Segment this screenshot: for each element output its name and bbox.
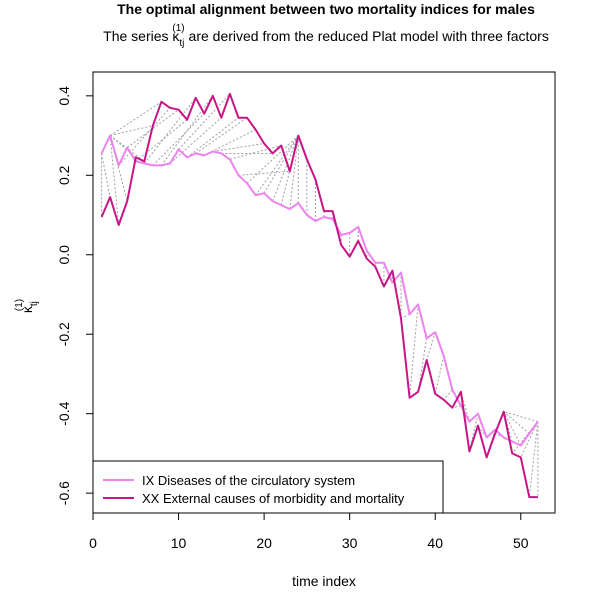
x-tick-label-10: 10 bbox=[171, 535, 187, 551]
series-line-0 bbox=[100, 134, 539, 447]
alignment-line-2 bbox=[109, 135, 120, 226]
alignment-line-58 bbox=[511, 421, 539, 454]
alignment-line-17 bbox=[195, 117, 248, 154]
alignment-line-19 bbox=[212, 143, 265, 152]
legend-label-external: XX External causes of morbidity and mort… bbox=[142, 491, 405, 506]
plot-frame bbox=[92, 71, 556, 514]
alignment-line-59 bbox=[520, 421, 539, 458]
alignment-line-15 bbox=[178, 93, 231, 150]
alignment-line-24 bbox=[255, 135, 299, 196]
alignment-line-21 bbox=[229, 145, 282, 160]
y-tick-label-1: -0.4 bbox=[56, 401, 72, 425]
alignment-line-12 bbox=[152, 113, 205, 166]
alignment-line-14 bbox=[169, 117, 222, 164]
x-tick-label-0: 0 bbox=[89, 535, 97, 551]
alignment-line-16 bbox=[186, 117, 239, 158]
alignment-line-46 bbox=[434, 355, 445, 394]
alignment-line-25 bbox=[263, 135, 299, 194]
y-axis: -0.6 -0.4 -0.2 0.0 0.2 0.4 bbox=[56, 86, 94, 505]
legend: IX Diseases of the circulatory system XX… bbox=[92, 460, 444, 514]
alignment-line-56 bbox=[503, 411, 530, 434]
alignment-line-1 bbox=[101, 153, 111, 198]
x-tick-label-40: 40 bbox=[427, 535, 443, 551]
chart-subtitle: The series κtj(1) are derived from the r… bbox=[103, 23, 549, 49]
alignment-line-60 bbox=[528, 421, 539, 498]
alignment-line-10 bbox=[135, 119, 188, 162]
legend-label-circulatory: IX Diseases of the circulatory system bbox=[142, 473, 355, 488]
alignment-line-42 bbox=[400, 313, 410, 319]
series-lines bbox=[100, 92, 539, 499]
x-axis: 0 10 20 30 40 50 bbox=[89, 512, 529, 551]
y-tick-label-3: 0.0 bbox=[56, 245, 72, 265]
alignment-line-57 bbox=[503, 411, 539, 423]
alignment-lines bbox=[101, 93, 539, 498]
series-line-1 bbox=[100, 92, 538, 499]
y-tick-label-0: -0.6 bbox=[56, 481, 72, 505]
x-axis-label: time index bbox=[292, 573, 356, 589]
x-tick-label-50: 50 bbox=[513, 535, 529, 551]
alignment-line-7 bbox=[109, 101, 162, 136]
alignment-line-48 bbox=[452, 405, 462, 409]
alignment-line-45 bbox=[426, 332, 436, 361]
alignment-line-11 bbox=[143, 97, 197, 164]
alignment-line-43 bbox=[409, 304, 419, 398]
alignment-line-6 bbox=[109, 125, 154, 137]
alignment-line-47 bbox=[443, 389, 453, 401]
x-tick-label-30: 30 bbox=[342, 535, 358, 551]
alignment-line-28 bbox=[289, 135, 299, 210]
alignment-line-13 bbox=[161, 95, 214, 166]
y-tick-label-2: -0.2 bbox=[56, 322, 72, 346]
y-axis-label: κtj(1) bbox=[14, 299, 40, 313]
y-tick-label-4: 0.2 bbox=[56, 165, 72, 185]
chart-title: The optimal alignment between two mortal… bbox=[117, 1, 535, 17]
y-tick-label-5: 0.4 bbox=[56, 86, 72, 106]
x-tick-label-20: 20 bbox=[256, 535, 272, 551]
alignment-line-23 bbox=[246, 135, 299, 184]
alignment-line-8 bbox=[118, 107, 171, 166]
alignment-line-9 bbox=[126, 109, 179, 148]
alignment-line-22 bbox=[238, 170, 290, 176]
legend-box bbox=[92, 460, 444, 514]
alignment-line-3 bbox=[109, 135, 128, 202]
